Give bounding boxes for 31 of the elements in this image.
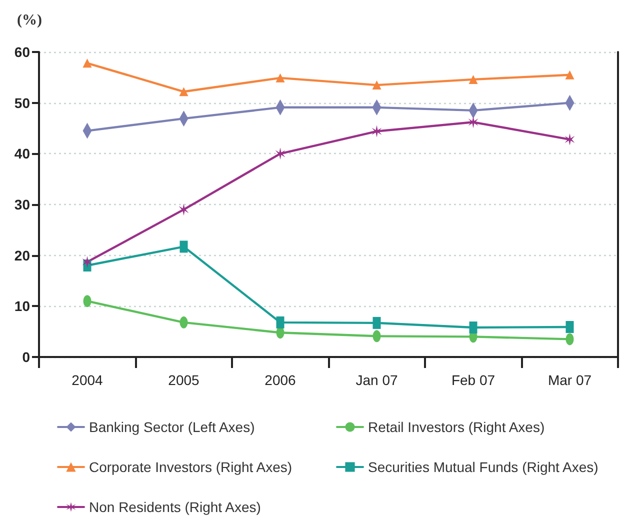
point xyxy=(178,204,189,216)
legend-label: Securities Mutual Funds (Right Axes) xyxy=(368,459,598,475)
y-tick-label: 30 xyxy=(14,196,30,212)
legend-label: Corporate Investors (Right Axes) xyxy=(89,459,292,475)
y-tick-label: 50 xyxy=(14,94,30,111)
point xyxy=(372,125,382,138)
point xyxy=(275,148,286,160)
y-tick-label: 10 xyxy=(14,298,30,314)
x-tick-label: 2005 xyxy=(168,372,200,388)
x-tick-label: 2004 xyxy=(72,372,104,388)
x-tick-label: Feb 07 xyxy=(451,372,496,388)
point xyxy=(468,74,478,84)
y-tick-label: 60 xyxy=(14,44,30,60)
x-tick-label: Mar 07 xyxy=(548,372,592,388)
x-tick-label: Jan 07 xyxy=(356,372,398,388)
point xyxy=(179,87,188,96)
point xyxy=(276,73,285,82)
point xyxy=(82,58,92,68)
point xyxy=(372,80,382,90)
point xyxy=(468,116,478,128)
point xyxy=(565,70,574,80)
legend-label: Retail Investors (Right Axes) xyxy=(368,419,545,435)
legend-label: Banking Sector (Left Axes) xyxy=(89,419,255,435)
y-axis-title: (%) xyxy=(17,12,42,28)
y-tick-label: 0 xyxy=(22,349,30,365)
point xyxy=(564,133,575,146)
point xyxy=(82,256,92,268)
x-tick-label: 2006 xyxy=(264,372,296,388)
y-tick-label: 40 xyxy=(14,146,30,162)
y-tick-label: 20 xyxy=(14,247,30,264)
legend-label: Non Residents (Right Axes) xyxy=(89,499,261,515)
